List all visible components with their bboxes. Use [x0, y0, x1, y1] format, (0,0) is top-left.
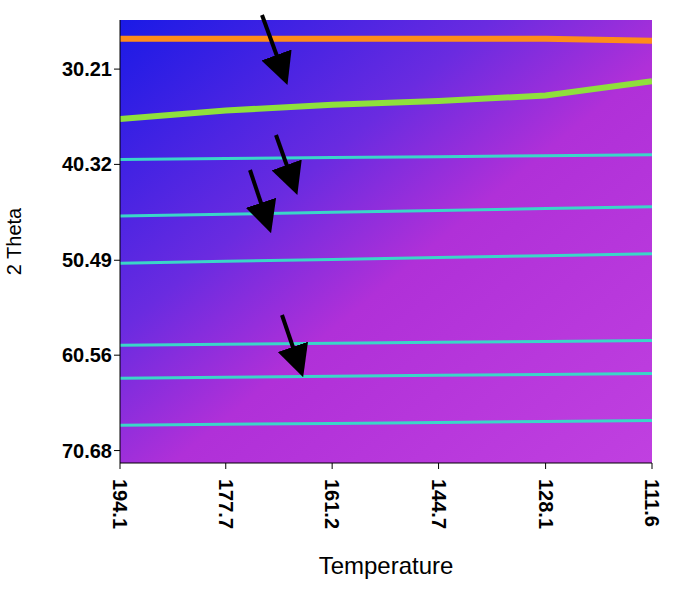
- svg-text:Temperature: Temperature: [319, 552, 454, 579]
- svg-text:111.6: 111.6: [641, 479, 663, 527]
- svg-text:2 Theta: 2 Theta: [3, 207, 25, 275]
- svg-text:50.49: 50.49: [62, 249, 112, 271]
- svg-text:30.21: 30.21: [62, 58, 112, 80]
- svg-text:128.1: 128.1: [535, 479, 557, 529]
- svg-text:40.32: 40.32: [62, 153, 112, 175]
- svg-text:144.7: 144.7: [428, 479, 450, 529]
- svg-text:60.56: 60.56: [62, 344, 112, 366]
- svg-text:70.68: 70.68: [62, 440, 112, 462]
- svg-text:161.2: 161.2: [321, 479, 343, 529]
- svg-text:177.7: 177.7: [215, 479, 237, 529]
- svg-text:194.1: 194.1: [109, 479, 131, 529]
